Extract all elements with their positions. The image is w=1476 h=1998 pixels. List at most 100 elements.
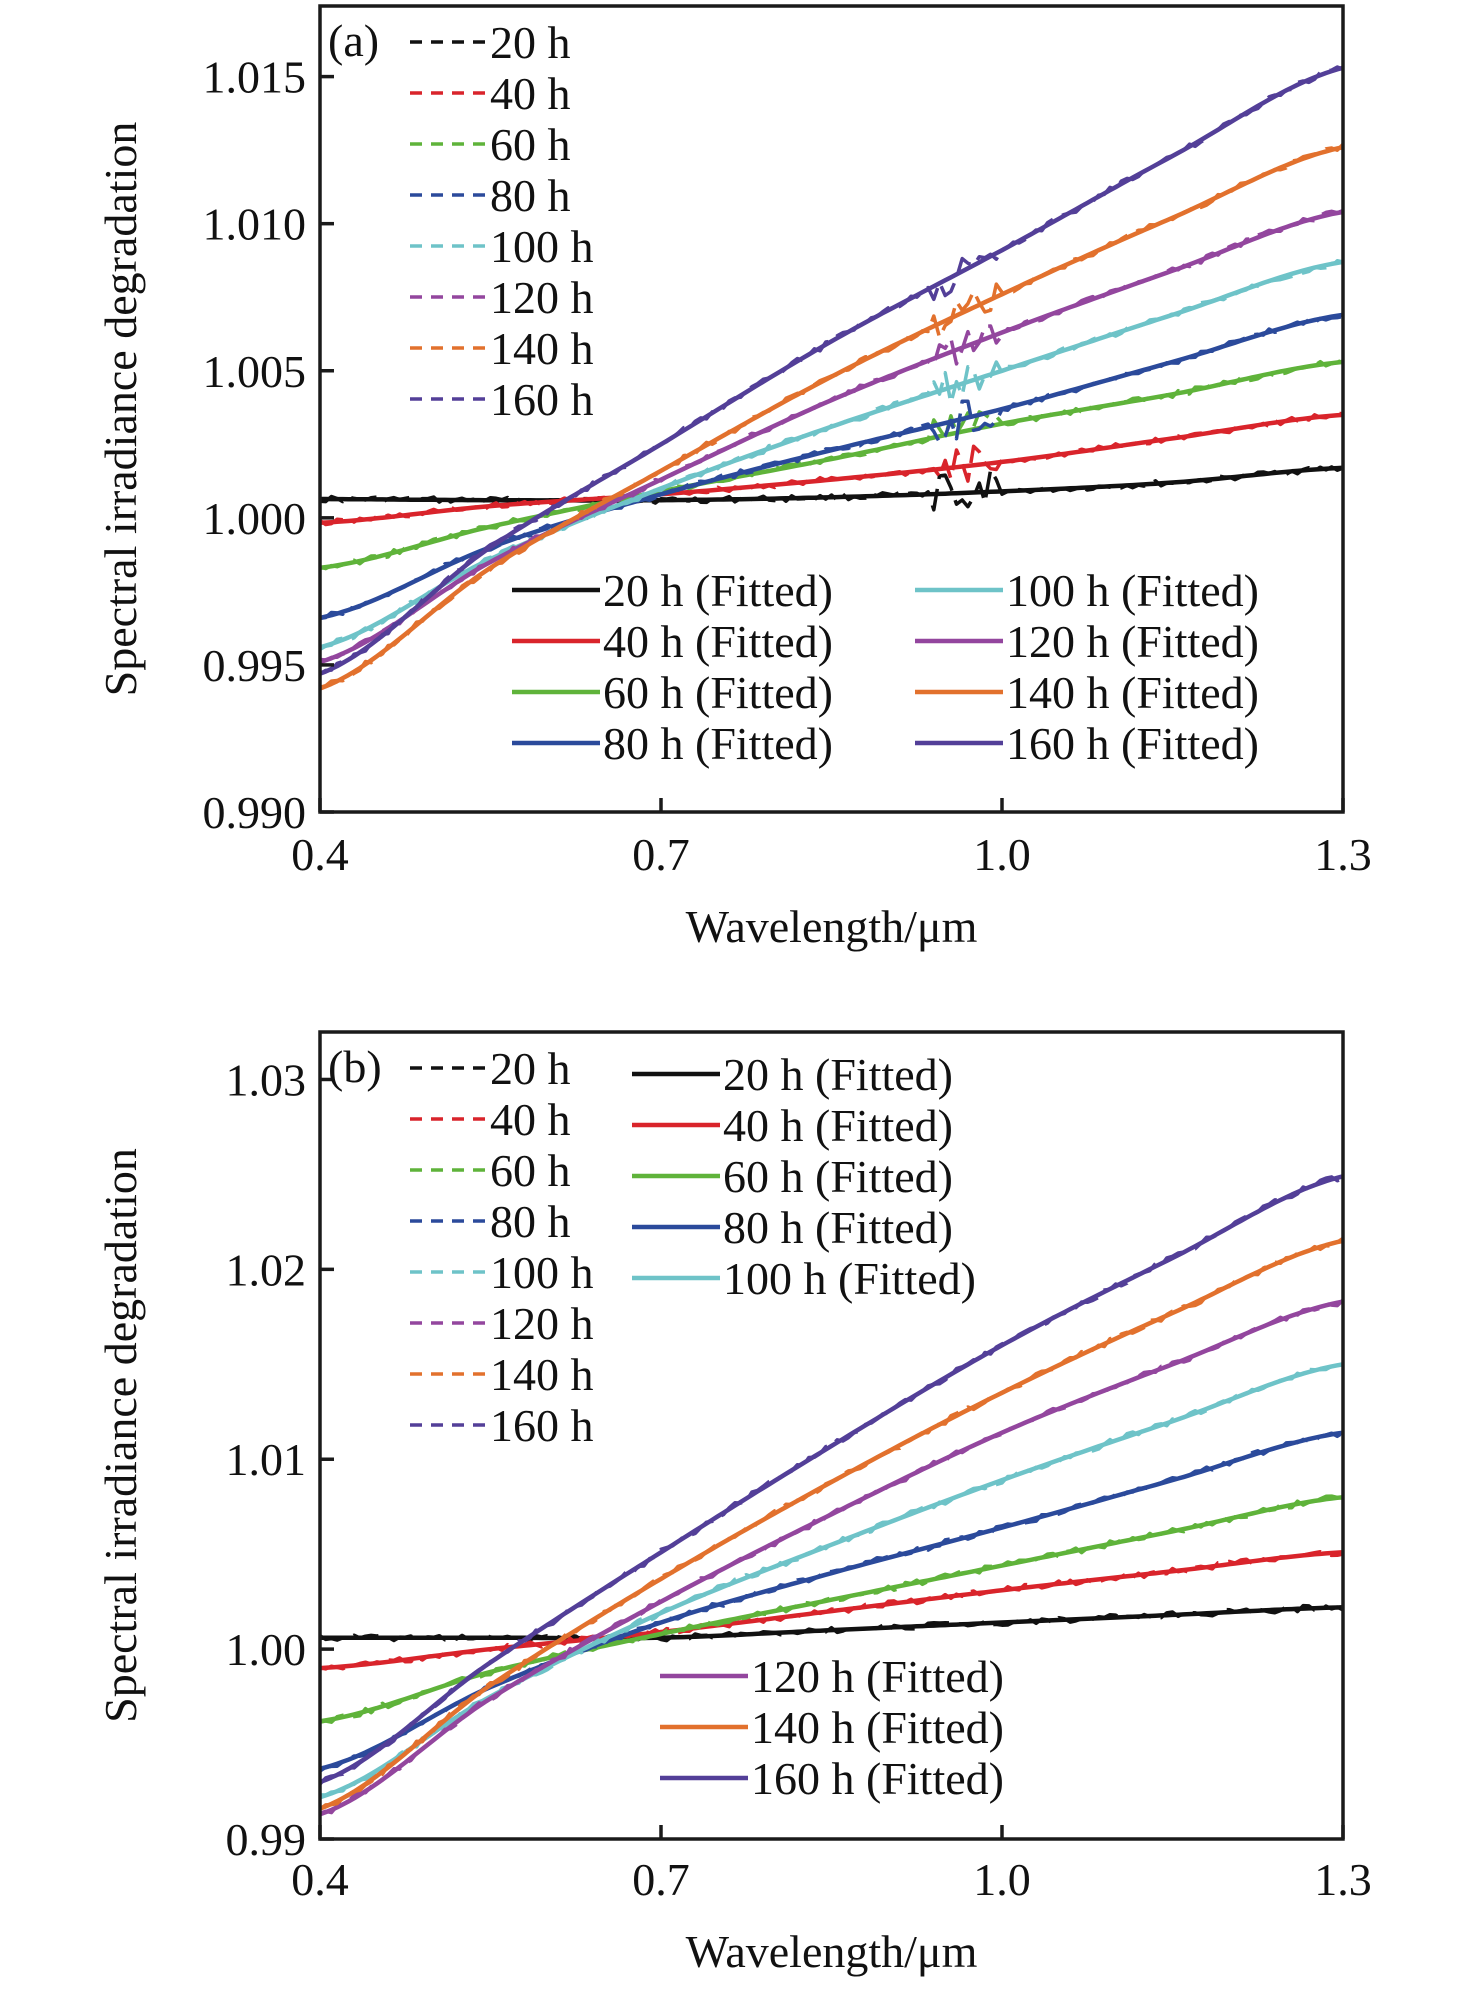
legend-label: 60 h (Fitted) — [723, 1151, 953, 1202]
legend-item: 120 h — [410, 1298, 594, 1349]
legend-item: 160 h — [410, 1400, 594, 1451]
fitted-line-160h — [320, 65, 1343, 676]
fitted-line-40h — [320, 1550, 1343, 1671]
legend-label: 80 h (Fitted) — [603, 718, 833, 769]
legend-item: 60 h (Fitted) — [512, 667, 833, 718]
y-tick-label: 1.03 — [226, 1054, 307, 1105]
legend-label: 160 h — [490, 1400, 594, 1451]
fitted-line-20h — [320, 1605, 1343, 1641]
legend-item: 120 h (Fitted) — [915, 616, 1259, 667]
plot-area — [320, 1174, 1343, 1817]
legend-item: 120 h — [410, 272, 594, 323]
legend-item: 100 h — [410, 1247, 594, 1298]
legend-label: 100 h (Fitted) — [1006, 565, 1259, 616]
legend-item: 20 h — [410, 1043, 571, 1094]
legend-item: 140 h (Fitted) — [915, 667, 1259, 718]
fitted-line-100h — [320, 259, 1343, 650]
legend-label: 60 h (Fitted) — [603, 667, 833, 718]
legend-label: 40 h — [490, 68, 571, 119]
legend-label: 80 h — [490, 170, 571, 221]
legend-item: 80 h (Fitted) — [512, 718, 833, 769]
legend-label: 140 h (Fitted) — [1006, 667, 1259, 718]
x-tick-label: 0.7 — [632, 1854, 690, 1905]
legend-item: 60 h — [410, 119, 571, 170]
fitted-line-40h — [320, 412, 1343, 526]
fitted-line-140h — [320, 1238, 1343, 1811]
legend-item: 100 h (Fitted) — [915, 565, 1259, 616]
y-tick-label: 1.00 — [226, 1624, 307, 1675]
legend-item: 80 h (Fitted) — [632, 1202, 953, 1253]
y-tick-label: 1.015 — [203, 52, 307, 103]
legend-item: 160 h (Fitted) — [660, 1753, 1004, 1804]
axes-frame — [318, 4, 1345, 814]
y-tick-label: 1.005 — [203, 346, 307, 397]
x-tick-label: 1.3 — [1314, 1854, 1372, 1905]
legend-fitted: 120 h (Fitted)140 h (Fitted)160 h (Fitte… — [660, 1651, 1004, 1804]
panel-a: 0.990 0.995 1.000 1.005 1.010 1.015 0.4 0.7 1.0 1… — [95, 4, 1372, 952]
panel-label: (b) — [328, 1041, 382, 1092]
legend-item: 80 h — [410, 170, 571, 221]
y-axis-label: Spectral irradiance degradation — [95, 1148, 146, 1723]
x-tick-label: 0.4 — [291, 1854, 349, 1905]
legend-item: 20 h (Fitted) — [512, 565, 833, 616]
legend-label: 20 h — [490, 17, 571, 68]
panel-b: 0.99 1.00 1.01 1.02 1.03 0.4 0.7 1.0 1.3 Waveleng… — [95, 1030, 1372, 1977]
legend-label: 160 h — [490, 374, 594, 425]
fitted-line-60h — [320, 1494, 1343, 1724]
legend-item: 40 h (Fitted) — [512, 616, 833, 667]
legend-label: 20 h (Fitted) — [603, 565, 833, 616]
panel-label: (a) — [328, 15, 379, 66]
y-tick-label: 0.99 — [226, 1814, 307, 1865]
x-tick-label: 0.7 — [632, 829, 690, 880]
legend-item: 40 h (Fitted) — [632, 1100, 953, 1151]
fitted-line-120h — [320, 209, 1343, 665]
x-tick-label: 1.0 — [973, 1854, 1031, 1905]
x-tick-label: 0.4 — [291, 829, 349, 880]
legend-label: 80 h — [490, 1196, 571, 1247]
measured-line-60h — [320, 1494, 1343, 1724]
legend-item: 40 h — [410, 68, 571, 119]
y-tick-label: 0.990 — [203, 787, 307, 838]
legend-label: 40 h (Fitted) — [723, 1100, 953, 1151]
legend-fitted: 100 h (Fitted)120 h (Fitted)140 h (Fitte… — [915, 565, 1259, 769]
y-tick-label: 1.010 — [203, 199, 307, 250]
legend-label: 20 h — [490, 1043, 571, 1094]
y-tick-label: 1.000 — [203, 493, 307, 544]
legend-item: 100 h — [410, 221, 594, 272]
legend-item: 60 h — [410, 1145, 571, 1196]
legend-label: 120 h — [490, 1298, 594, 1349]
x-tick-label: 1.0 — [973, 829, 1031, 880]
legend-label: 60 h — [490, 119, 571, 170]
legend-item: 120 h (Fitted) — [660, 1651, 1004, 1702]
measured-line-20h — [320, 465, 1343, 512]
legend-label: 140 h — [490, 1349, 594, 1400]
legend-item: 40 h — [410, 1094, 571, 1145]
plot-area — [320, 65, 1343, 691]
legend-label: 120 h — [490, 272, 594, 323]
legend-label: 120 h (Fitted) — [1006, 616, 1259, 667]
fitted-line-160h — [320, 1174, 1343, 1785]
legend-item: 20 h — [410, 17, 571, 68]
axes-frame — [318, 1030, 1345, 1841]
legend-label: 40 h (Fitted) — [603, 616, 833, 667]
x-axis-label: Wavelength/μm — [686, 1926, 978, 1977]
legend-label: 80 h (Fitted) — [723, 1202, 953, 1253]
legend-label: 160 h (Fitted) — [1006, 718, 1259, 769]
fitted-line-140h — [320, 144, 1343, 691]
x-axis-label: Wavelength/μm — [686, 901, 978, 952]
legend-item: 60 h (Fitted) — [632, 1151, 953, 1202]
legend-label: 60 h — [490, 1145, 571, 1196]
fitted-line-60h — [320, 359, 1343, 571]
legend-item: 140 h — [410, 323, 594, 374]
legend-label: 40 h — [490, 1094, 571, 1145]
legend-label: 160 h (Fitted) — [751, 1753, 1004, 1804]
legend-item: 160 h — [410, 374, 594, 425]
legend-label: 120 h (Fitted) — [751, 1651, 1004, 1702]
legend-label: 140 h — [490, 323, 594, 374]
legend-item: 20 h (Fitted) — [632, 1049, 953, 1100]
y-tick-label: 0.995 — [203, 640, 307, 691]
legend-fitted: 20 h (Fitted)40 h (Fitted)60 h (Fitted)8… — [512, 565, 833, 769]
